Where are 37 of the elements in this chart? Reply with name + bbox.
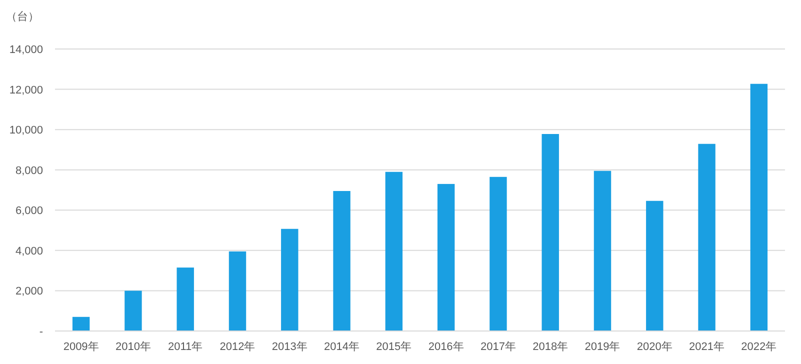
y-axis-title: （台） xyxy=(6,10,39,23)
x-tick-label: 2016年 xyxy=(428,341,464,353)
bar xyxy=(490,176,507,331)
x-tick-label: 2013年 xyxy=(272,341,308,353)
y-tick-label: 12,000 xyxy=(9,84,43,96)
x-tick-label: 2012年 xyxy=(220,341,256,353)
x-tick-label: 2010年 xyxy=(115,341,151,353)
bar xyxy=(72,316,90,331)
y-tick-label: 8,000 xyxy=(15,164,43,177)
bar xyxy=(542,134,559,331)
x-tick-label: 2020年 xyxy=(636,341,672,353)
bar xyxy=(281,228,298,331)
bar xyxy=(124,290,142,331)
x-tick-label: 2021年 xyxy=(689,341,725,353)
bar xyxy=(698,144,716,331)
y-tick-label: 4,000 xyxy=(15,245,43,258)
x-tick-label: 2009年 xyxy=(63,341,99,353)
x-tick-label: 2014年 xyxy=(324,341,360,353)
bar xyxy=(385,172,403,331)
x-tick-label: 2018年 xyxy=(532,341,568,353)
bar xyxy=(437,184,455,331)
y-tick-label: 2,000 xyxy=(15,286,43,298)
y-tick-label: 10,000 xyxy=(9,124,43,137)
x-tick-label: 2015年 xyxy=(376,341,412,353)
x-tick-label: 2019年 xyxy=(584,341,620,353)
bar xyxy=(333,191,350,331)
bar xyxy=(646,200,664,331)
bar xyxy=(594,170,612,331)
bar xyxy=(176,268,194,331)
y-tick-label: 14,000 xyxy=(9,44,43,56)
x-tick-label: 2022年 xyxy=(741,341,777,353)
bar xyxy=(228,251,246,331)
bar xyxy=(750,84,768,331)
y-tick-label: - xyxy=(39,326,44,338)
y-tick-label: 6,000 xyxy=(15,205,43,218)
x-tick-label: 2017年 xyxy=(480,341,516,353)
x-tick-label: 2011年 xyxy=(168,341,203,353)
